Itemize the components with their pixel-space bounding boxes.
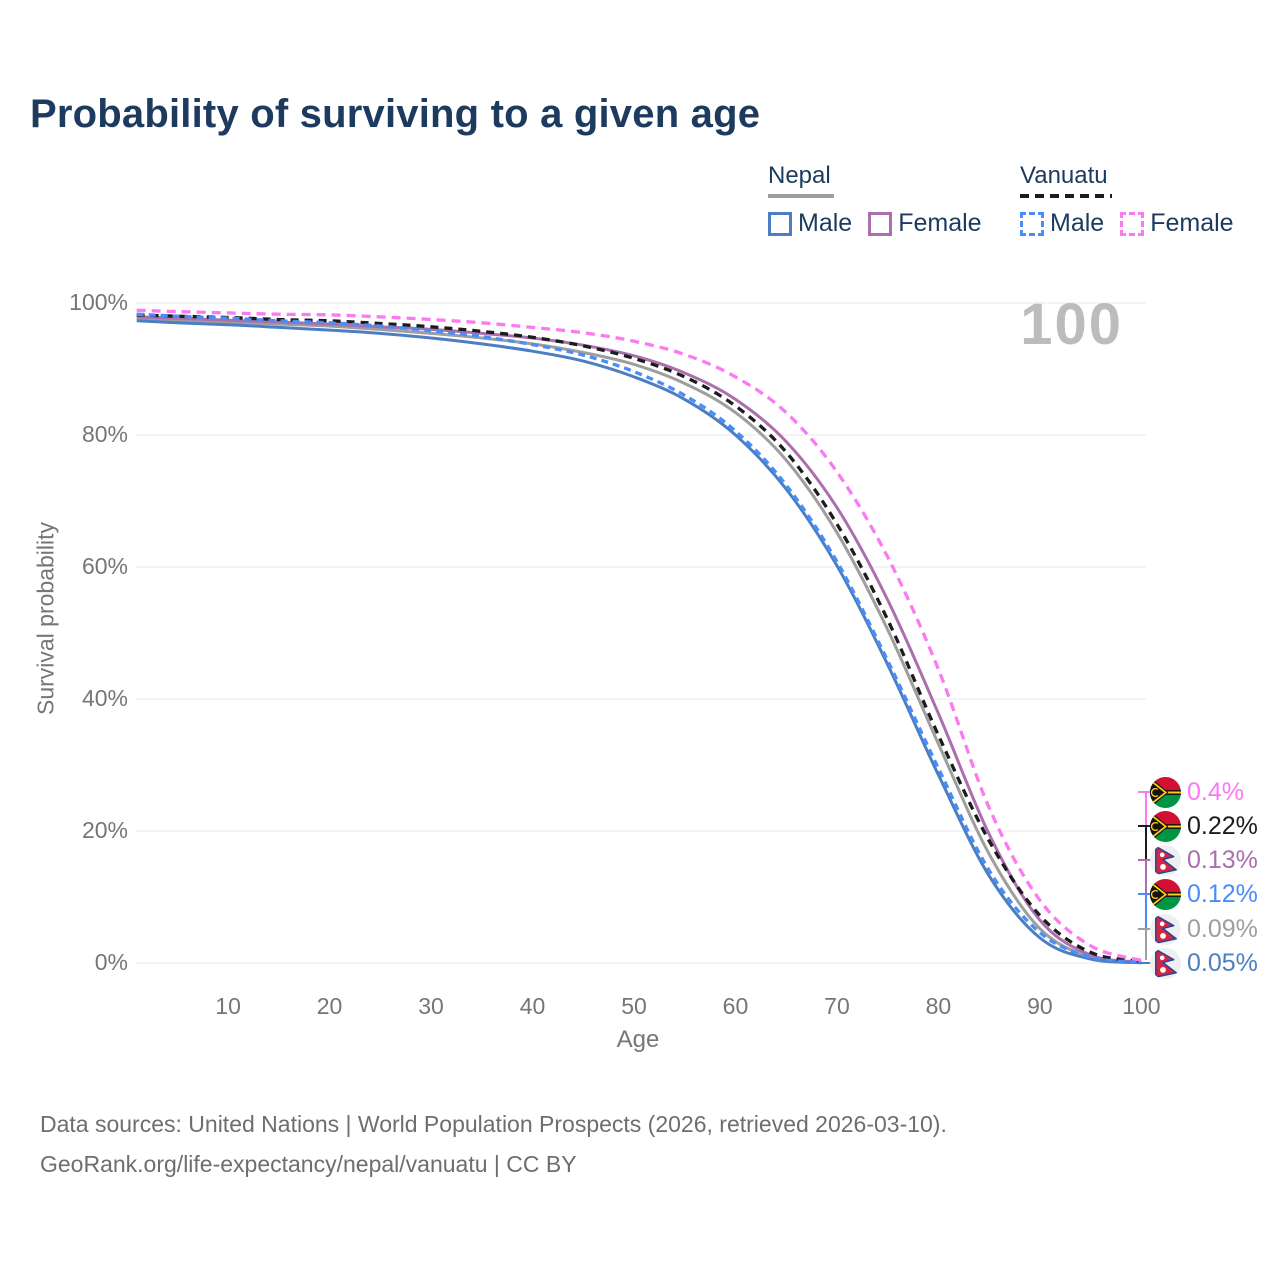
end-label-value: 0.12%	[1187, 879, 1258, 908]
series-line-vanuatu-female	[136, 308, 1142, 962]
footer-link-line: GeoRank.org/life-expectancy/nepal/vanuat…	[40, 1151, 577, 1177]
y-tick-label: 100%	[69, 289, 128, 315]
x-tick-label: 60	[722, 993, 749, 1019]
series-line-nepal-female	[136, 315, 1142, 964]
x-axis-title: Age	[616, 1026, 660, 1053]
series-line-vanuatu	[136, 313, 1142, 964]
legend-vanuatu-title[interactable]: Vanuatu	[1020, 162, 1108, 189]
vanuatu-flag-icon	[1150, 777, 1181, 808]
x-tick-label: 20	[316, 993, 343, 1019]
series-line-vanuatu-male	[136, 312, 1142, 964]
legend-nepal-male-swatch[interactable]	[768, 211, 792, 236]
legend-vanuatu-male-label[interactable]: Male	[1050, 209, 1105, 238]
end-label-value: 0.22%	[1187, 811, 1258, 840]
age-100-watermark: 100	[1020, 292, 1123, 357]
vanuatu-flag-icon	[1150, 811, 1181, 842]
legend-group-vanuatu: Vanuatu Male Female	[1020, 162, 1250, 238]
legend-vanuatu-male-swatch[interactable]	[1020, 211, 1044, 236]
page-title: Probability of surviving to a given age	[30, 92, 761, 136]
nepal-flag-icon	[1150, 845, 1181, 876]
nepal-line-style-swatch	[768, 194, 834, 199]
end-label-value: 0.4%	[1187, 777, 1244, 806]
end-label-vanuatu-male: 0.12%	[1150, 877, 1258, 911]
x-tick-label: 50	[621, 993, 647, 1019]
y-tick-label: 40%	[81, 685, 128, 711]
end-label-value: 0.05%	[1187, 948, 1258, 977]
x-tick-label: 40	[519, 993, 546, 1019]
vanuatu-flag-icon	[1150, 879, 1181, 910]
legend-nepal-female-label[interactable]: Female	[898, 209, 982, 238]
legend-nepal-title[interactable]: Nepal	[768, 162, 831, 189]
footer: Data sources: United Nations | World Pop…	[40, 1104, 947, 1184]
legend-nepal-female-swatch[interactable]	[868, 211, 893, 236]
series-lines	[136, 308, 1142, 965]
legend-vanuatu-female-label[interactable]: Female	[1150, 209, 1234, 238]
gridlines	[135, 302, 1146, 964]
y-tick-label: 0%	[94, 949, 128, 975]
x-tick-label: 100	[1122, 993, 1161, 1019]
series-line-nepal	[136, 316, 1142, 964]
legend-nepal-male-label[interactable]: Male	[798, 209, 853, 238]
nepal-flag-icon	[1150, 948, 1181, 979]
x-tick-label: 90	[1027, 993, 1053, 1019]
end-label-nepal: 0.09%	[1150, 912, 1258, 946]
legend-group-nepal: Nepal Male Female	[768, 162, 998, 238]
nepal-flag-icon	[1150, 914, 1181, 945]
end-label-vanuatu-female: 0.4%	[1150, 775, 1244, 809]
y-tick-label: 20%	[81, 817, 128, 843]
end-label-value: 0.09%	[1187, 914, 1258, 943]
end-label-value: 0.13%	[1187, 845, 1258, 874]
x-tick-label: 10	[215, 993, 241, 1019]
vanuatu-line-style-swatch	[1020, 194, 1112, 199]
y-axis-title: Survival probability	[32, 521, 59, 716]
y-tick-label: 80%	[81, 421, 128, 447]
end-label-nepal-male: 0.05%	[1150, 946, 1258, 980]
footer-source-line: Data sources: United Nations | World Pop…	[40, 1111, 947, 1137]
legend-vanuatu-female-swatch[interactable]	[1120, 211, 1145, 236]
x-tick-label: 70	[824, 993, 850, 1019]
end-label-nepal-female: 0.13%	[1150, 843, 1258, 877]
x-tick-label: 30	[418, 993, 444, 1019]
x-tick-label: 80	[925, 993, 952, 1019]
series-line-nepal-male	[136, 319, 1142, 965]
y-tick-label: 60%	[81, 553, 128, 579]
end-label-vanuatu: 0.22%	[1150, 809, 1258, 843]
